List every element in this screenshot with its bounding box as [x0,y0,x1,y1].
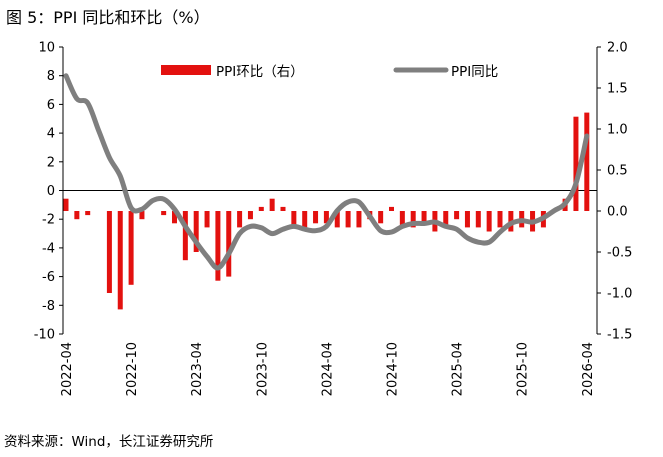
right-tick-label: 2.0 [607,41,628,56]
ppi-mom-bar [584,112,590,211]
left-tick-label: 2 [47,155,55,170]
ppi-mom-bar [182,211,188,261]
ppi-mom-bar [74,211,80,220]
right-tick-label: -1.5 [607,328,632,343]
ppi-mom-bar [302,211,308,228]
ppi-mom-bar [128,211,134,285]
right-tick-label: 0.5 [607,164,628,179]
x-tick-label: 2023-04 [190,342,205,396]
ppi-mom-bar [258,206,264,211]
ppi-mom-bar [389,206,394,211]
left-tick-label: 8 [47,69,55,84]
right-tick-label: -0.5 [607,246,632,261]
ppi-yoy-line [63,73,590,271]
ppi-mom-bar [356,211,362,228]
ppi-mom-bar [117,211,123,310]
ppi-mom-bar [247,211,253,220]
source-note: 资料来源：Wind，长江证券研究所 [4,434,214,450]
legend: PPI环比（右） PPI同比 [161,64,498,80]
ppi-mom-bar [215,211,221,281]
ppi-mom-bar [454,211,460,220]
left-tick-label: 4 [47,127,55,142]
x-tick-label: 2025-04 [451,342,466,396]
ppi-mom-bar [204,211,210,228]
right-tick-label: -1.0 [607,287,632,302]
x-tick-label: 2024-04 [320,342,335,396]
ppi-mom-bar [85,211,91,216]
ppi-mom-bar [106,211,112,293]
left-tick-label: -10 [34,328,55,343]
legend-label-ppi-yoy: PPI同比 [451,64,498,80]
left-tick-label: 6 [47,98,55,113]
x-tick-label: 2024-10 [386,342,401,396]
ppi-mom-bar [172,211,177,224]
left-axis-ticks: 10 8 6 4 2 0 -2 -4 -6 -8 -10 [34,41,63,343]
ppi-mom-bar [345,211,351,228]
ppi-mom-bar [334,211,340,228]
ppi-mom-bar [486,211,492,232]
right-tick-label: 0.0 [607,205,628,220]
ppi-mom-bar [399,211,405,228]
figure-title: 图 5：PPI 同比和环比（%） [6,8,210,27]
ppi-mom-bar [378,211,384,224]
ppi-mom-bar [226,211,232,277]
ppi-mom-bar [497,211,503,228]
legend-swatch-ppi-mom [161,65,211,75]
left-tick-label: -4 [42,241,55,256]
ppi-mom-bar [291,211,297,228]
ppi-mom-bar [237,211,243,228]
left-tick-label: 0 [47,184,55,199]
left-tick-label: -2 [42,213,55,228]
ppi-mom-bar [475,211,481,228]
left-tick-label: -6 [42,270,55,285]
ppi-mom-bar [63,198,69,211]
right-tick-label: 1.5 [607,82,628,97]
ppi-mom-bar [193,211,199,252]
x-tick-label: 2022-04 [60,342,75,396]
ppi-mom-bar [323,211,329,224]
x-axis-ticks: 2022-04 2022-10 2023-04 2023-10 2024-04 2024-… [60,342,596,396]
ppi-mom-bar [464,211,470,228]
ppi-mom-bar [443,211,449,228]
ppi-mom-bar [313,211,319,224]
legend-label-ppi-mom: PPI环比（右） [216,64,304,80]
x-tick-label: 2023-10 [255,342,270,396]
x-tick-label: 2026-04 [581,342,596,396]
ppi-yoy-line-group [63,73,590,271]
ppi-mom-bar [421,211,427,224]
right-tick-label: 1.0 [607,123,628,138]
x-tick-label: 2022-10 [125,342,140,396]
ppi-mom-bar [410,211,416,228]
left-tick-label: -8 [42,299,55,314]
ppi-mom-bar [139,211,145,220]
ppi-mom-bar [573,116,579,211]
ppi-mom-bar [161,211,167,216]
right-axis-ticks: 2.0 1.5 1.0 0.5 0.0 -0.5 -1.0 -1.5 [597,41,632,343]
ppi-mom-bar [280,206,286,211]
left-tick-label: 10 [38,41,55,56]
ppi-mom-bar [269,198,275,211]
x-tick-label: 2025-10 [516,342,531,396]
